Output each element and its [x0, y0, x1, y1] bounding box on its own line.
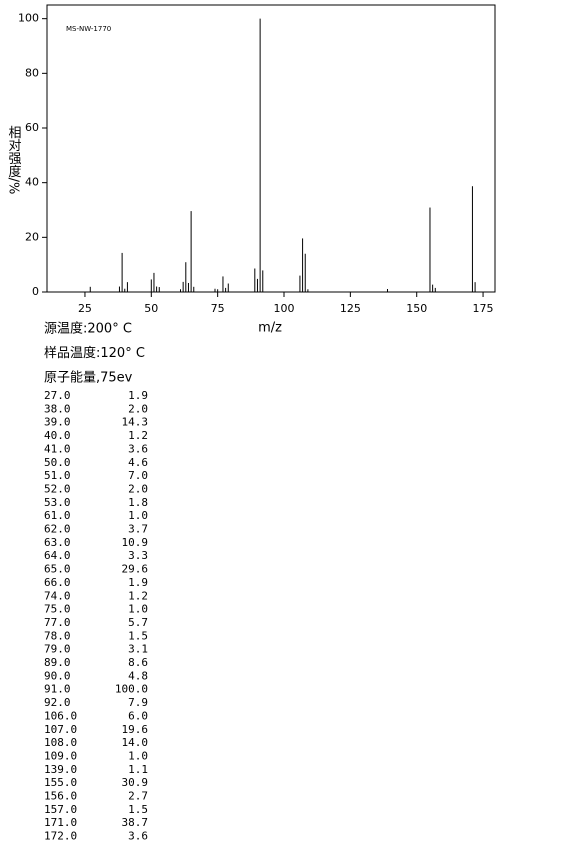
mz-cell: 75.0 [44, 603, 71, 616]
intensity-cell: 30.9 [122, 776, 149, 789]
x-tick-label: 150 [406, 302, 427, 315]
intensity-cell: 14.0 [122, 736, 149, 749]
intensity-cell: 1.2 [128, 589, 148, 602]
condition: 原子能量,75ev [44, 371, 133, 386]
intensity-cell: 7.0 [128, 469, 148, 482]
intensity-cell: 2.0 [128, 482, 148, 495]
mz-cell: 64.0 [44, 549, 71, 562]
intensity-cell: 19.6 [122, 723, 149, 736]
intensity-cell: 3.1 [128, 643, 148, 656]
y-axis-label: 相对强度/% [6, 126, 22, 195]
x-tick-label: 100 [274, 302, 295, 315]
x-tick-label: 175 [473, 302, 494, 315]
intensity-cell: 8.6 [128, 656, 148, 669]
mz-cell: 106.0 [44, 709, 77, 722]
intensity-cell: 3.6 [128, 442, 148, 455]
intensity-cell: 1.0 [128, 603, 148, 616]
mz-cell: 62.0 [44, 523, 71, 536]
intensity-cell: 1.5 [128, 629, 148, 642]
intensity-cell: 3.7 [128, 523, 148, 536]
condition: 样品温度:120° C [44, 345, 145, 361]
mz-cell: 78.0 [44, 629, 71, 642]
mz-cell: 90.0 [44, 669, 71, 682]
mz-cell: 39.0 [44, 416, 71, 429]
intensity-cell: 38.7 [122, 816, 149, 829]
mz-cell: 41.0 [44, 442, 71, 455]
mz-cell: 155.0 [44, 776, 77, 789]
mz-cell: 109.0 [44, 749, 77, 762]
mz-cell: 89.0 [44, 656, 71, 669]
intensity-cell: 3.3 [128, 549, 148, 562]
y-tick-label: 60 [25, 121, 39, 134]
intensity-cell: 1.8 [128, 496, 148, 509]
x-axis-label: m/z [258, 321, 282, 336]
intensity-cell: 29.6 [122, 563, 149, 576]
mz-cell: 77.0 [44, 616, 71, 629]
mz-cell: 52.0 [44, 482, 71, 495]
condition: 源温度:200° C [44, 321, 132, 337]
x-tick-label: 25 [78, 302, 92, 315]
intensity-cell: 1.0 [128, 749, 148, 762]
mz-cell: 50.0 [44, 456, 71, 469]
mz-cell: 79.0 [44, 643, 71, 656]
y-tick-label: 100 [18, 12, 39, 25]
intensity-cell: 14.3 [122, 416, 149, 429]
y-tick-label: 40 [25, 176, 39, 189]
intensity-cell: 1.1 [128, 763, 148, 776]
mz-cell: 156.0 [44, 790, 77, 803]
mz-cell: 107.0 [44, 723, 77, 736]
mz-cell: 66.0 [44, 576, 71, 589]
intensity-cell: 7.9 [128, 696, 148, 709]
intensity-cell: 2.7 [128, 790, 148, 803]
mz-cell: 40.0 [44, 429, 71, 442]
plot-frame [46, 4, 496, 293]
intensity-cell: 6.0 [128, 709, 148, 722]
intensity-cell: 10.9 [122, 536, 149, 549]
mz-cell: 139.0 [44, 763, 77, 776]
mz-cell: 65.0 [44, 563, 71, 576]
mz-cell: 108.0 [44, 736, 77, 749]
mz-cell: 91.0 [44, 683, 71, 696]
intensity-cell: 4.8 [128, 669, 148, 682]
mz-cell: 51.0 [44, 469, 71, 482]
mz-cell: 61.0 [44, 509, 71, 522]
mz-cell: 171.0 [44, 816, 77, 829]
mz-cell: 172.0 [44, 830, 77, 843]
mz-cell: 157.0 [44, 803, 77, 816]
y-tick-label: 20 [25, 230, 39, 243]
intensity-cell: 2.0 [128, 402, 148, 415]
intensity-cell: 1.5 [128, 803, 148, 816]
intensity-cell: 1.0 [128, 509, 148, 522]
y-tick-label: 80 [25, 66, 39, 79]
intensity-cell: 1.2 [128, 429, 148, 442]
intensity-cell: 100.0 [115, 683, 148, 696]
mz-cell: 53.0 [44, 496, 71, 509]
intensity-cell: 1.9 [128, 576, 148, 589]
mz-cell: 63.0 [44, 536, 71, 549]
mz-cell: 38.0 [44, 402, 71, 415]
x-tick-label: 125 [340, 302, 361, 315]
annotation: MS-NW-1770 [66, 25, 111, 33]
intensity-cell: 5.7 [128, 616, 148, 629]
intensity-cell: 4.6 [128, 456, 148, 469]
mz-cell: 92.0 [44, 696, 71, 709]
mz-cell: 74.0 [44, 589, 71, 602]
y-tick-label: 0 [32, 285, 39, 298]
intensity-cell: 3.6 [128, 830, 148, 843]
x-tick-label: 50 [144, 302, 158, 315]
intensity-cell: 1.9 [128, 389, 148, 402]
mz-cell: 27.0 [44, 389, 71, 402]
x-tick-label: 75 [211, 302, 225, 315]
